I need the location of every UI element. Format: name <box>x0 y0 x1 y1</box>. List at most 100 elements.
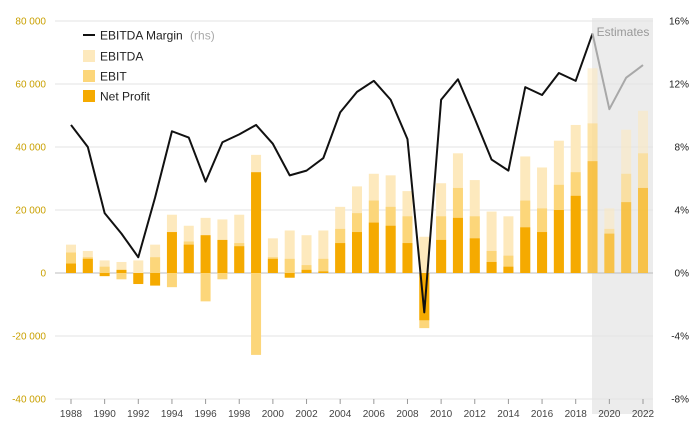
x-tick-label: 1994 <box>161 409 184 420</box>
bar-net_profit <box>318 271 329 273</box>
axes: -40 000 -20 000 0 20 000 40 000 60 000 80 000 -… <box>12 17 689 421</box>
y-right-tick-label: -4% <box>671 332 689 343</box>
bar-net_profit <box>82 258 93 273</box>
bar-ebitda <box>116 261 127 273</box>
bar-net_profit <box>419 273 430 321</box>
bar-ebitda <box>419 236 430 273</box>
bar-net_profit <box>352 232 362 273</box>
y-right-tick-label: 0% <box>675 269 690 280</box>
bar-ebitda <box>486 211 497 273</box>
x-tick-label: 2016 <box>531 409 554 420</box>
y-right-tick-label: 16% <box>669 17 689 28</box>
bar-ebit <box>99 266 110 273</box>
bar-net_profit <box>166 232 177 273</box>
bar-ebitda <box>318 230 329 273</box>
x-tick-label: 1990 <box>94 409 117 420</box>
legend-label-ebit: EBIT <box>100 70 127 84</box>
x-tick-label: 2012 <box>464 409 487 420</box>
bar-net_profit <box>66 263 76 273</box>
x-tick-label: 1996 <box>194 409 217 420</box>
bar-net_profit <box>251 172 262 273</box>
bar-ebitda <box>503 216 514 273</box>
bar-ebit <box>318 258 329 273</box>
x-tick-label: 1992 <box>127 409 150 420</box>
y-left-tick-label: 40 000 <box>15 143 46 154</box>
bar-net_profit <box>335 243 346 273</box>
bar-ebit <box>150 257 161 273</box>
bar-net_profit <box>301 269 312 273</box>
bar-net_profit <box>267 258 278 273</box>
bar-net_profit <box>604 233 615 273</box>
margin-line <box>70 33 644 314</box>
bar-ebitda <box>267 238 278 273</box>
y-left-tick-label: 20 000 <box>15 206 46 217</box>
bar-net_profit <box>553 210 564 273</box>
bar-net_profit <box>402 243 413 273</box>
bar-net_profit <box>183 244 194 273</box>
bar-net_profit <box>200 235 211 273</box>
x-tick-label: 2022 <box>632 409 655 420</box>
bar-net_profit <box>150 273 161 286</box>
bar-net_profit <box>385 225 396 273</box>
x-tick-label: 2006 <box>363 409 386 420</box>
y-left-tick-label: 60 000 <box>15 80 46 91</box>
bar-net_profit <box>99 273 110 277</box>
bar-net_profit <box>133 273 144 285</box>
bar-ebit <box>284 258 295 273</box>
y-left-tick-label: 0 <box>40 269 46 280</box>
bars <box>66 68 648 355</box>
legend-label-net-profit: Net Profit <box>100 90 151 104</box>
bar-net_profit <box>520 227 531 273</box>
y-right-tick-label: 4% <box>675 206 690 217</box>
bar-ebit <box>166 273 177 288</box>
bar-ebit <box>200 273 211 302</box>
bar-ebit <box>217 273 228 280</box>
bar-net_profit <box>452 217 463 273</box>
bar-net_profit <box>436 239 447 273</box>
bar-net_profit <box>537 232 548 273</box>
bar-ebit <box>66 252 76 273</box>
bar-ebitda <box>133 260 144 273</box>
legend-series-name: EBITDA Margin <box>100 29 183 43</box>
y-right-tick-label: -8% <box>671 395 689 406</box>
legend-swatch-ebitda <box>83 50 95 62</box>
bar-net_profit <box>234 246 245 273</box>
bar-ebit <box>301 265 312 273</box>
y-right-tick-label: 8% <box>675 143 690 154</box>
bar-net_profit <box>503 266 514 273</box>
x-tick-label: 2002 <box>295 409 318 420</box>
margin-line-actual <box>70 33 594 314</box>
bar-net_profit <box>284 273 295 278</box>
bar-net_profit <box>116 269 127 273</box>
margin-line-estimate <box>591 33 644 111</box>
y-left-tick-label: 80 000 <box>15 17 46 28</box>
x-tick-label: 2020 <box>598 409 621 420</box>
legend-swatch-ebit <box>83 70 95 82</box>
x-tick-label: 2000 <box>262 409 285 420</box>
bar-ebit <box>503 255 514 273</box>
bar-net_profit <box>469 238 480 273</box>
y-right-tick-label: 12% <box>669 80 689 91</box>
x-tick-label: 2018 <box>565 409 588 420</box>
legend-swatch-net-profit <box>83 90 95 102</box>
bar-ebitda <box>284 230 295 273</box>
legend: EBITDA Margin (rhs) EBITDA EBIT Net Prof… <box>83 29 215 104</box>
legend-label-ebitda: EBITDA <box>100 50 143 64</box>
x-tick-label: 2008 <box>396 409 419 420</box>
x-tick-label: 2010 <box>430 409 453 420</box>
bar-net_profit <box>621 202 632 273</box>
bar-ebitda <box>301 235 312 273</box>
legend-label-ebitda-margin: EBITDA Margin (rhs) <box>100 29 215 43</box>
bar-net_profit <box>368 222 379 273</box>
bar-net_profit <box>638 187 648 273</box>
y-left-tick-label: -40 000 <box>12 395 46 406</box>
y-left-tick-label: -20 000 <box>12 332 46 343</box>
bar-ebit <box>116 273 127 280</box>
x-tick-label: 1998 <box>228 409 251 420</box>
x-tick-label: 1988 <box>60 409 83 420</box>
bar-net_profit <box>217 239 228 273</box>
estimates-label: Estimates <box>597 25 650 39</box>
x-tick-label: 2014 <box>497 409 520 420</box>
